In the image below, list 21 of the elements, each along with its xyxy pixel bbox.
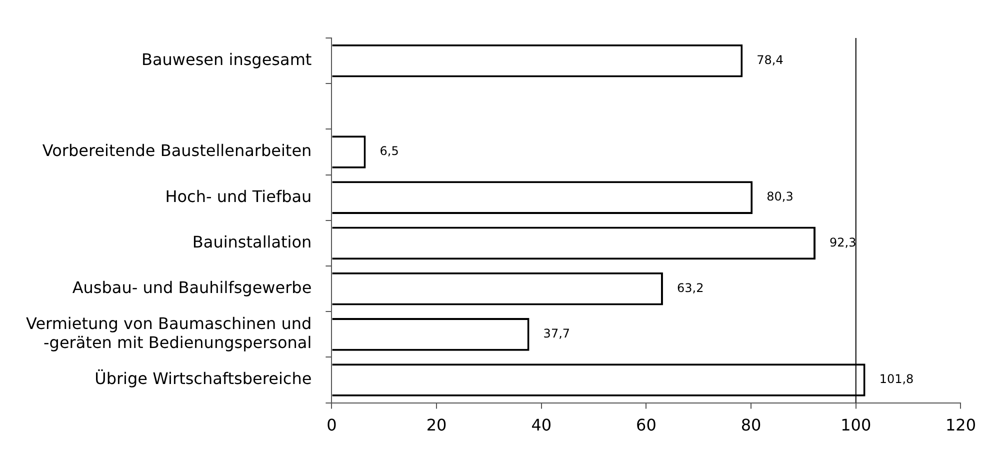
- x-tick-label: 20: [426, 416, 447, 435]
- x-tick-label: 60: [636, 416, 656, 435]
- data-label: 6,5: [380, 144, 399, 158]
- x-tick-label: 100: [840, 416, 872, 435]
- y-tick-label: Vermietung von Baumaschinen und -geräten mit Bedienungspersonal: [26, 314, 312, 352]
- y-tick-label: Übrige Wirtschaftsbereiche: [94, 369, 312, 388]
- y-tick-label: Bauwesen insgesamt: [141, 50, 312, 69]
- y-tick-label: Hoch- und Tiefbau: [165, 186, 312, 206]
- x-tick-label: 40: [531, 416, 552, 435]
- y-tick-label: Ausbau- und Bauhilfsgewerbe: [72, 278, 312, 297]
- y-tick-label: Bauinstallation: [192, 232, 312, 252]
- data-label: 92,3: [830, 235, 856, 250]
- data-label: 80,3: [766, 190, 794, 204]
- data-label: 63,2: [676, 280, 704, 295]
- x-tick-label: 80: [740, 416, 762, 435]
- data-label: 101,8: [879, 372, 914, 386]
- data-label: 78,4: [756, 52, 784, 67]
- y-tick-label: Vorbereitende Baustellenarbeiten: [42, 141, 312, 160]
- x-tick-label: 120: [945, 416, 976, 435]
- x-tick-label: 0: [326, 416, 337, 435]
- data-label: 37,7: [543, 326, 570, 341]
